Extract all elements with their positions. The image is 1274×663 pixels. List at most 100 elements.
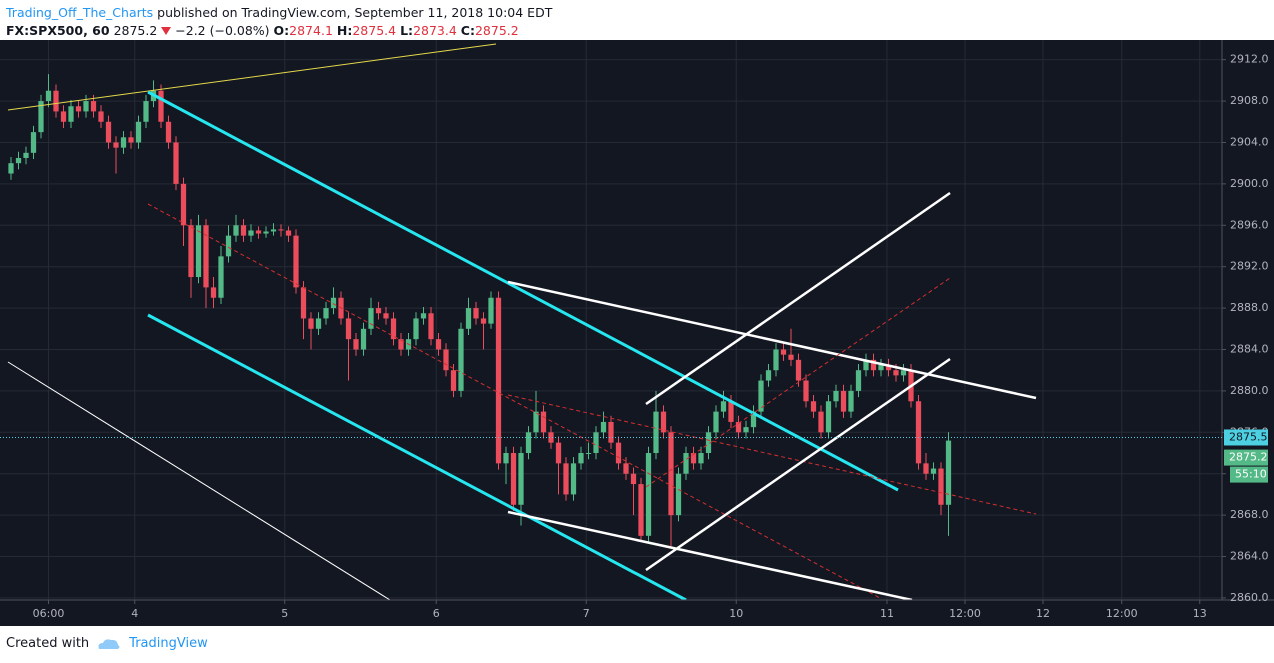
candle-body [585, 453, 592, 455]
header-line: Trading_Off_The_Charts published on Trad… [6, 4, 552, 22]
author[interactable]: Trading_Off_The_Charts [6, 5, 154, 20]
candle-body [345, 318, 352, 340]
o-label: O: [273, 23, 290, 38]
trend-line [7, 361, 391, 601]
candle-body [368, 308, 374, 329]
x-tick-label: 12:00 [1106, 607, 1138, 620]
candle-body [98, 111, 104, 122]
candle-body [233, 225, 239, 236]
close: 2875.2 [474, 23, 519, 38]
candle-body [803, 380, 809, 402]
x-tick-label: 13 [1193, 607, 1207, 620]
candle-body [353, 339, 359, 350]
brand[interactable]: TradingView [129, 636, 208, 651]
x-tick-label: 4 [131, 607, 138, 620]
candle-body [278, 229, 284, 231]
candle-body [615, 442, 622, 464]
candle-body [743, 427, 749, 433]
channel-mid [147, 203, 881, 599]
x-tick-label: 11 [880, 607, 894, 620]
candle-body [458, 328, 464, 391]
channel-mid [507, 394, 1037, 515]
candle-body [45, 90, 52, 102]
candle-body [945, 440, 952, 505]
countdown: 55:10 [1235, 468, 1267, 481]
candle-body [465, 308, 472, 329]
candle-body [900, 370, 907, 376]
candle-body [195, 225, 202, 278]
candle-body [330, 297, 337, 309]
candle-body [683, 453, 689, 474]
candle-body [915, 401, 922, 464]
y-tick-label: 2880.0 [1230, 384, 1269, 397]
candle-body [218, 256, 224, 298]
candle-body [623, 463, 629, 474]
candle-body [600, 421, 607, 433]
candle-body [765, 370, 772, 381]
candle-body [360, 328, 367, 350]
candle-body [180, 183, 187, 226]
y-tick-label: 2864.0 [1230, 550, 1269, 563]
footer: Created with TradingView [6, 636, 208, 651]
candle-body [510, 453, 517, 505]
candle-body [938, 468, 944, 505]
candle-body [435, 339, 442, 350]
channel-line [645, 357, 951, 572]
y-tick-label: 2904.0 [1230, 135, 1269, 148]
y-tick-label: 2900.0 [1230, 177, 1269, 190]
y-tick-label: 2912.0 [1230, 53, 1269, 66]
candle-body [375, 308, 382, 314]
y-tick-label: 2860.0 [1230, 591, 1269, 604]
candle-body [878, 365, 884, 371]
candle-body [413, 318, 419, 340]
candle-body [825, 401, 832, 433]
candle-body [188, 225, 194, 278]
candle-body [540, 411, 547, 433]
candle-body [668, 432, 674, 516]
candle-body [780, 349, 787, 355]
axes: 2860.02864.02868.02872.02876.02880.02884… [0, 53, 1269, 620]
candle-body [83, 101, 89, 112]
price: 2875.2 [113, 23, 158, 38]
y-tick-label: 2908.0 [1230, 94, 1269, 107]
candle-body [390, 318, 397, 340]
candle-body [863, 359, 869, 371]
x-tick-label: 12:00 [949, 607, 981, 620]
channel-line [645, 191, 951, 406]
channel-line [147, 90, 899, 492]
candle-body [495, 297, 502, 464]
c-label: C: [460, 23, 475, 38]
candle-body [248, 230, 254, 236]
candle-body [713, 411, 719, 433]
candle-body [503, 453, 509, 464]
candle-body [263, 231, 269, 234]
channel-mid [645, 277, 951, 488]
candle-body [488, 297, 494, 324]
drawings [7, 43, 1037, 602]
candle-body [225, 235, 232, 257]
candle-body [120, 137, 127, 148]
y-tick-label: 2892.0 [1230, 260, 1269, 273]
candle-body [698, 453, 704, 464]
x-tick-label: 10 [729, 607, 743, 620]
candle-body [398, 339, 404, 350]
candle-body [53, 90, 59, 112]
grid [0, 40, 1222, 600]
candle-body [293, 235, 299, 288]
candle-body [518, 453, 524, 505]
candle-body [428, 313, 434, 340]
candle-body [15, 158, 22, 164]
candle-body [570, 463, 577, 495]
candle-body [173, 142, 179, 184]
down-arrow [161, 27, 172, 35]
candle-body [840, 390, 847, 412]
candles [8, 74, 952, 547]
price-label-box [1224, 429, 1268, 446]
candle-body [383, 313, 389, 319]
candle-body [8, 163, 14, 174]
candle-body [443, 349, 449, 371]
candle-body [758, 380, 764, 412]
y-tick-label: 2868.0 [1230, 508, 1269, 521]
candle-body [420, 313, 427, 319]
channel-line [507, 510, 913, 602]
